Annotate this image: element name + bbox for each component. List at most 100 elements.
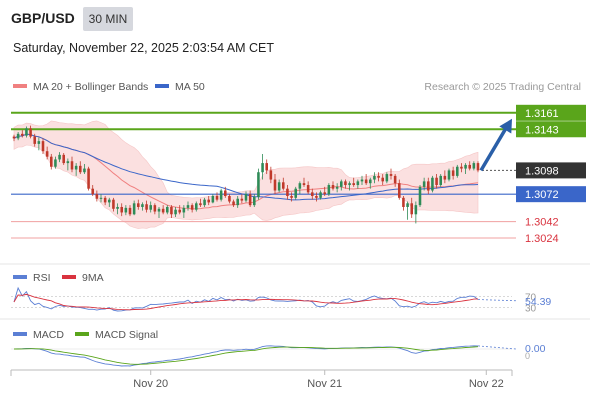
candle <box>323 186 326 196</box>
candle <box>228 194 231 204</box>
candle <box>431 175 434 193</box>
candle <box>244 191 248 203</box>
candle-body <box>282 182 285 189</box>
candle <box>21 130 24 138</box>
rsi-level-label: 70 <box>525 292 537 303</box>
candle-body <box>427 181 430 191</box>
resistance-label: 1.3161 <box>525 108 559 120</box>
candle <box>120 203 123 217</box>
candle-body <box>25 128 28 136</box>
candle-body <box>319 192 322 198</box>
candle-body <box>224 190 227 196</box>
candle <box>132 200 136 216</box>
macd-legend-swatch <box>13 332 27 336</box>
candle <box>124 205 128 216</box>
timeframe-badge[interactable]: 30 MIN <box>83 7 133 31</box>
ma50-legend-label: MA 50 <box>175 81 205 93</box>
candle-body <box>149 205 152 210</box>
rsi-legend-label: RSI <box>33 272 51 284</box>
candle-body <box>451 170 455 176</box>
candle <box>451 166 455 180</box>
candle-body <box>153 205 157 212</box>
candle <box>161 205 165 215</box>
candle <box>348 181 351 191</box>
candle-body <box>298 183 302 189</box>
candle-body <box>439 175 442 186</box>
candle <box>385 172 389 184</box>
candle <box>298 181 302 195</box>
candle-body <box>369 179 372 184</box>
ma50-legend-swatch <box>155 84 169 88</box>
candle <box>356 179 360 189</box>
candle <box>302 177 306 187</box>
candle-body <box>128 207 132 215</box>
candle-body <box>112 199 115 209</box>
candle-body <box>54 159 57 167</box>
candle-body <box>356 181 360 186</box>
candle-body <box>215 196 219 200</box>
candle-body <box>373 175 376 180</box>
time-axis-label: Nov 22 <box>469 378 504 390</box>
candle <box>460 163 463 173</box>
candle-body <box>410 203 413 215</box>
rsi-legend: RSI 9MA <box>13 272 104 284</box>
candle-body <box>45 151 49 157</box>
candle-body <box>33 136 36 144</box>
candle <box>87 166 90 191</box>
candle-body <box>83 168 86 173</box>
candle <box>360 175 364 186</box>
ma20-legend-label: MA 20 + Bollinger Bands <box>33 81 148 93</box>
candle-body <box>476 163 480 171</box>
candle-body <box>447 170 451 180</box>
candle-body <box>132 203 136 215</box>
price-level-labels: 1.3161 1.3143 1.3098 1.3072 1.3042 1.3024 <box>516 104 586 245</box>
candle <box>108 197 111 207</box>
candle <box>398 179 401 200</box>
candle-body <box>340 181 343 187</box>
candle-body <box>12 136 16 139</box>
time-axis-label: Nov 20 <box>133 378 168 390</box>
candle <box>352 177 355 187</box>
bollinger-bands <box>13 120 479 229</box>
pivot-label-box <box>516 186 586 203</box>
macd-signal-legend-label: MACD Signal <box>95 329 158 341</box>
candle <box>248 190 252 207</box>
candle <box>41 138 45 154</box>
candle <box>311 188 314 200</box>
candle-body <box>385 174 389 182</box>
candle-body <box>37 141 41 144</box>
candle-body <box>464 164 467 169</box>
candle-body <box>91 188 94 195</box>
candle <box>190 203 194 213</box>
candle <box>236 196 239 208</box>
candle <box>186 201 190 211</box>
candle <box>327 183 331 196</box>
candle <box>153 203 157 215</box>
candle <box>315 192 318 202</box>
candle <box>137 199 140 210</box>
candle-body <box>124 207 128 213</box>
candle-body <box>157 208 161 212</box>
support-label: 1.3042 <box>525 217 559 229</box>
candle <box>340 179 343 191</box>
candlesticks <box>12 125 480 224</box>
candle-body <box>265 163 268 171</box>
candle-body <box>120 206 123 213</box>
candle <box>377 172 380 182</box>
copyright-label: Research © 2025 Trading Central <box>424 81 581 93</box>
candle-body <box>248 194 252 206</box>
candle <box>344 179 347 189</box>
candle-body <box>414 205 418 215</box>
candle-body <box>116 206 119 209</box>
candle <box>157 206 161 218</box>
candle <box>45 146 49 160</box>
candle <box>141 202 144 211</box>
candle <box>25 126 28 138</box>
candle <box>37 137 41 151</box>
pivot-label: 1.3072 <box>525 189 559 201</box>
candle <box>207 196 210 206</box>
candle <box>286 185 289 200</box>
candle-body <box>431 177 434 191</box>
candle <box>331 181 335 191</box>
